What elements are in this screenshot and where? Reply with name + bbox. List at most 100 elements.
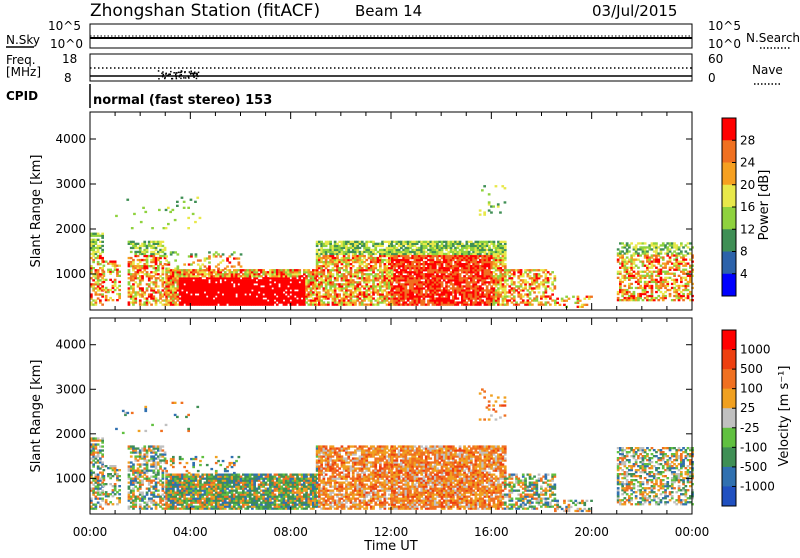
heatmap-cell — [533, 283, 536, 285]
heatmap-cell — [386, 283, 389, 285]
heatmap-cell — [549, 297, 552, 299]
heatmap-cell — [338, 301, 341, 303]
heatmap-cell — [192, 304, 195, 306]
nave-dot — [181, 71, 183, 73]
heatmap-cell — [361, 251, 364, 253]
heatmap-cell — [463, 281, 466, 283]
heatmap-cell — [267, 297, 270, 299]
heatmap-cell — [577, 306, 580, 308]
heatmap-cell — [409, 269, 412, 271]
heatmap-cell — [687, 285, 690, 287]
heatmap-cell — [222, 279, 225, 281]
heatmap-cell — [432, 269, 435, 271]
heatmap-cell — [463, 247, 466, 249]
heatmap-cell — [128, 281, 131, 283]
heatmap-cell — [689, 279, 692, 281]
heatmap-cell — [199, 287, 202, 289]
heatmap-cell — [336, 265, 339, 267]
heatmap-cell — [162, 289, 165, 291]
heatmap-cell — [361, 261, 364, 263]
heatmap-cell — [192, 271, 195, 273]
heatmap-cell — [651, 261, 654, 263]
heatmap-cell — [481, 271, 484, 273]
heatmap-cell — [251, 291, 254, 293]
heatmap-cell — [416, 289, 419, 291]
heatmap-cell — [242, 297, 245, 299]
heatmap-cell — [155, 269, 158, 271]
heatmap-cell — [262, 299, 265, 301]
heatmap-cell — [423, 241, 426, 243]
heatmap-cell — [347, 261, 350, 263]
heatmap-cell — [499, 267, 502, 269]
heatmap-cell — [411, 241, 414, 243]
heatmap-cell — [660, 244, 663, 246]
heatmap-cell — [283, 269, 286, 271]
heatmap-cell — [484, 279, 487, 281]
heatmap-cell — [359, 304, 362, 306]
heatmap-cell — [407, 289, 410, 291]
heatmap-cell — [396, 263, 399, 265]
heatmap-cell — [99, 247, 102, 249]
heatmap-cell — [327, 265, 330, 267]
heatmap-cell — [338, 251, 341, 253]
heatmap-cell — [247, 293, 250, 295]
heatmap-cell — [377, 257, 380, 259]
heatmap-cell — [256, 301, 259, 303]
heatmap-cell — [411, 267, 414, 269]
heatmap-cell — [396, 301, 399, 303]
heatmap-cell — [359, 241, 362, 243]
nave-dot — [175, 75, 177, 77]
heatmap-cell — [396, 253, 399, 255]
heatmap-cell — [493, 287, 496, 289]
heatmap-cell — [338, 299, 341, 301]
heatmap-cell — [95, 506, 98, 508]
heatmap-cell — [486, 289, 489, 291]
heatmap-cell — [183, 279, 186, 281]
heatmap-cell — [172, 285, 175, 287]
heatmap-cell — [630, 254, 633, 256]
heatmap-cell — [194, 201, 197, 203]
heatmap-cell — [529, 271, 532, 273]
heatmap-cell — [379, 283, 382, 285]
heatmap-cell — [678, 267, 681, 269]
heatmap-cell — [134, 243, 137, 245]
heatmap-cell — [148, 275, 151, 277]
heatmap-cell — [247, 301, 250, 303]
heatmap-cell — [450, 293, 453, 295]
nave-dot — [180, 78, 182, 80]
heatmap-cell — [269, 301, 272, 303]
heatmap-cell — [479, 255, 482, 257]
heatmap-cell — [411, 265, 414, 267]
heatmap-cell — [374, 279, 377, 281]
heatmap-cell — [454, 253, 457, 255]
heatmap-cell — [146, 249, 149, 251]
heatmap-cell — [624, 263, 627, 265]
heatmap-cell — [497, 255, 500, 257]
heatmap-cell — [249, 289, 252, 291]
heatmap-cell — [159, 295, 162, 297]
heatmap-cell — [545, 285, 548, 287]
heatmap-cell — [481, 257, 484, 259]
heatmap-cell — [583, 298, 586, 300]
heatmap-cell — [447, 275, 450, 277]
heatmap-cell — [341, 289, 344, 291]
heatmap-cell — [267, 304, 270, 306]
heatmap-cell — [354, 243, 357, 245]
heatmap-cell — [490, 241, 493, 243]
heatmap-cell — [298, 269, 301, 271]
heatmap-cell — [386, 297, 389, 299]
heatmap-cell — [644, 252, 647, 254]
heatmap-cell — [416, 271, 419, 273]
heatmap-cell — [495, 269, 498, 271]
y-tick-label: 2000 — [55, 222, 86, 236]
heatmap-cell — [242, 281, 245, 283]
heatmap-cell — [468, 283, 471, 285]
heatmap-cell — [438, 267, 441, 269]
heatmap-cell — [651, 281, 654, 283]
heatmap-cell — [651, 293, 654, 295]
heatmap-cell — [635, 273, 638, 275]
nave-dot — [170, 74, 172, 76]
heatmap-cell — [671, 299, 674, 301]
heatmap-cell — [454, 295, 457, 297]
heatmap-cell — [242, 279, 245, 281]
